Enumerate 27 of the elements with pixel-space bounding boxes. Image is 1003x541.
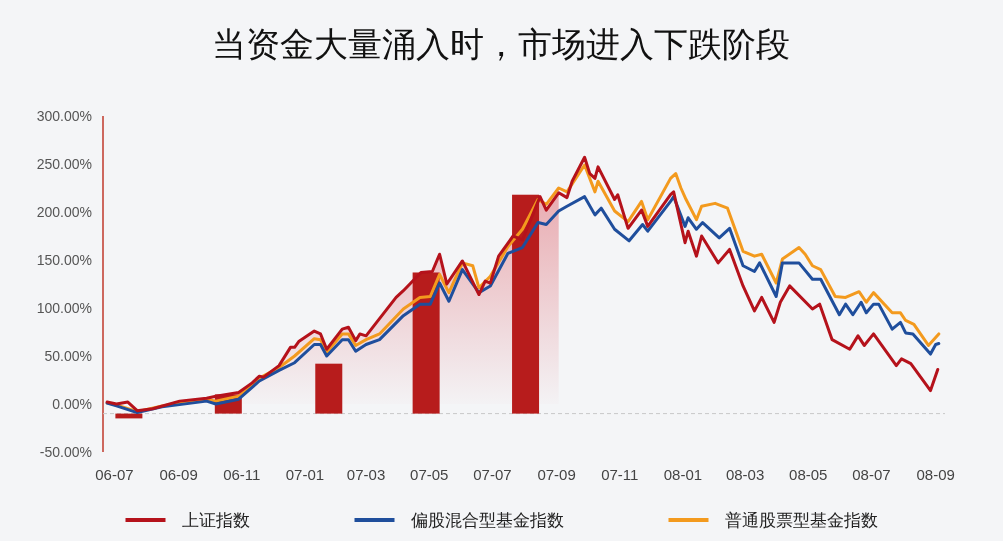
x-tick-label: 07-11 (601, 466, 639, 483)
y-tick-label: 250.00% (36, 156, 92, 172)
y-tick-label: -50.00% (39, 444, 92, 460)
x-tick-label: 08-07 (852, 466, 891, 483)
y-tick-label: 100.00% (36, 300, 92, 316)
x-tick-label: 06-09 (159, 466, 198, 483)
x-tick-label: 07-03 (346, 466, 386, 483)
y-tick-label: 0.00% (52, 396, 92, 412)
x-tick-label: 06-07 (95, 466, 134, 483)
legend-label: 偏股混合型基金指数 (410, 511, 564, 530)
bar (315, 363, 343, 414)
x-tick-label: 07-09 (537, 466, 576, 483)
x-tick-label: 06-11 (223, 466, 261, 483)
legend-label: 上证指数 (181, 511, 250, 530)
y-tick-label: 300.00% (36, 108, 92, 124)
x-tick-label: 08-01 (663, 466, 703, 483)
legend-label: 普通股票型基金指数 (724, 511, 878, 530)
x-tick-label: 08-05 (789, 466, 828, 483)
x-tick-label: 07-07 (473, 466, 512, 483)
x-tick-label: 07-01 (285, 466, 325, 483)
y-tick-label: 50.00% (44, 348, 92, 364)
y-tick-label: 150.00% (36, 252, 92, 268)
y-tick-label: 200.00% (36, 204, 92, 220)
chart-title: 当资金大量涌入时，市场进入下跌阶段 (212, 25, 790, 63)
x-tick-label: 08-03 (725, 466, 765, 483)
x-tick-label: 08-09 (916, 466, 955, 483)
x-tick-label: 07-05 (410, 466, 449, 483)
